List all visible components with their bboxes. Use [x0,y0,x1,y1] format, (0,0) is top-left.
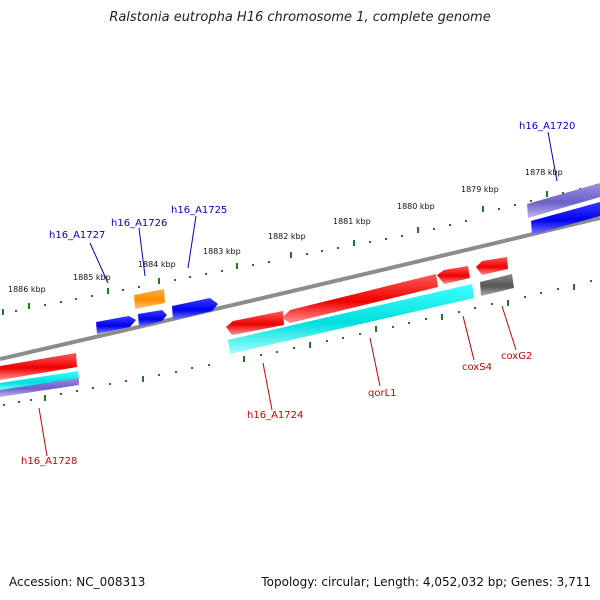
forward-genes [96,183,600,334]
genome-summary-text: Topology: circular; Length: 4,052,032 bp… [261,575,591,589]
scale-label: 1880 kbp [397,202,435,211]
scale-label: 1878 kbp [525,168,563,177]
reverse-leader-lines [38,305,517,457]
gene-h16-A1727[interactable] [96,316,136,334]
gene-h16-A1720-purple[interactable] [527,183,600,218]
scale-label: 1881 kbp [333,217,371,226]
gene-label: h16_A1725 [171,205,227,216]
scale-label: 1883 kbp [203,247,241,256]
gene-qorL1[interactable] [282,274,438,323]
gene-h16-A1720[interactable] [531,202,600,235]
scale-label: 1879 kbp [461,185,499,194]
gene-h16-A1728[interactable] [0,353,77,380]
scale-label: 1886 kbp [8,285,46,294]
gene-coxG2-red[interactable] [476,257,508,275]
gene-label: coxG2 [501,351,532,362]
reverse-genes [0,257,514,397]
gene-coxG2-gray[interactable] [480,274,514,296]
gene-coxS4[interactable] [437,266,470,284]
gene-label: h16_A1727 [49,230,105,241]
gene-orange[interactable] [134,289,165,309]
scale-label: 1882 kbp [268,232,306,241]
gene-label: h16_A1720 [519,121,575,132]
gene-h16-A1724-red[interactable] [226,311,284,335]
gene-purple-left[interactable] [0,378,79,397]
map-title: Ralstonia eutropha H16 chromosome 1, com… [109,10,491,25]
accession-text: Accession: NC_008313 [9,575,146,589]
gene-h16-A1726[interactable] [138,310,167,327]
gene-label: h16_A1728 [21,456,77,467]
scale-label: 1884 kbp [138,260,176,269]
gene-label: qorL1 [368,388,397,399]
gene-cyan-left[interactable] [0,371,79,392]
gene-h16-A1724[interactable] [228,284,474,354]
scale-label: 1885 kbp [73,273,111,282]
gene-h16-A1725[interactable] [172,298,218,320]
gene-label: h16_A1724 [247,410,303,421]
gene-label: coxS4 [462,362,492,373]
forward-leader-lines [89,131,558,284]
gene-label: h16_A1726 [111,218,167,229]
outer-tick-ring [2,184,597,315]
inner-tick-ring [3,280,592,406]
chromosome-backbone [0,216,600,361]
